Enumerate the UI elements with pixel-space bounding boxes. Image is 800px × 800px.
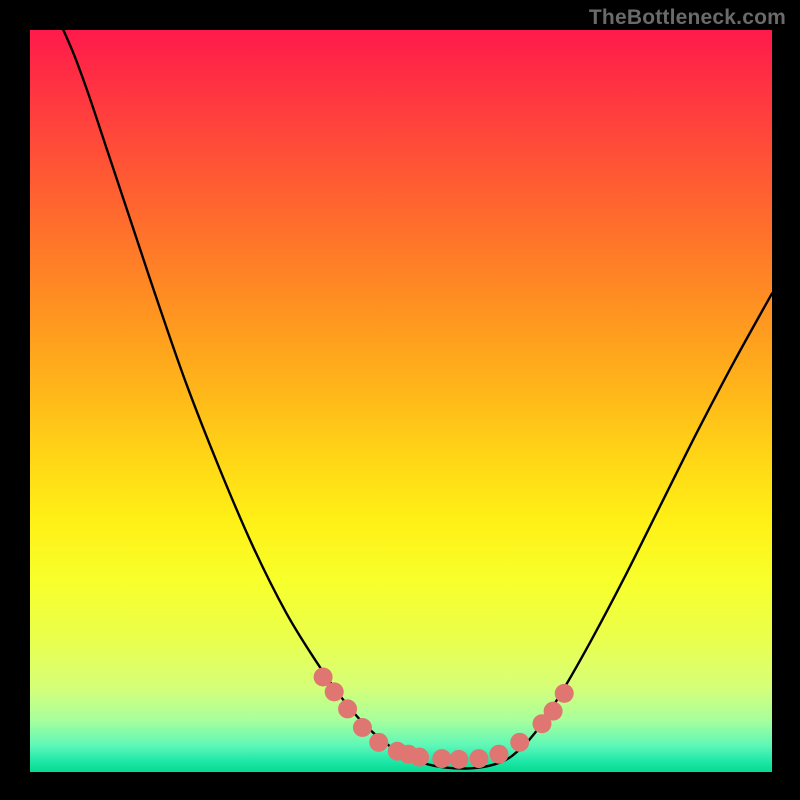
stage: TheBottleneck.com: [0, 0, 800, 800]
watermark-text: TheBottleneck.com: [589, 6, 786, 30]
plot-area: [30, 30, 772, 772]
marker-point: [338, 699, 357, 718]
markers-group: [314, 668, 574, 769]
marker-point: [449, 750, 468, 769]
marker-point: [353, 718, 372, 737]
marker-point: [489, 745, 508, 764]
marker-point: [410, 748, 429, 767]
marker-point: [325, 682, 344, 701]
marker-point: [544, 702, 563, 721]
marker-point: [510, 733, 529, 752]
marker-point: [369, 733, 388, 752]
curve-layer: [30, 30, 772, 772]
marker-point: [469, 749, 488, 768]
marker-point: [555, 684, 574, 703]
bottleneck-curve: [63, 30, 772, 768]
marker-point: [432, 749, 451, 768]
